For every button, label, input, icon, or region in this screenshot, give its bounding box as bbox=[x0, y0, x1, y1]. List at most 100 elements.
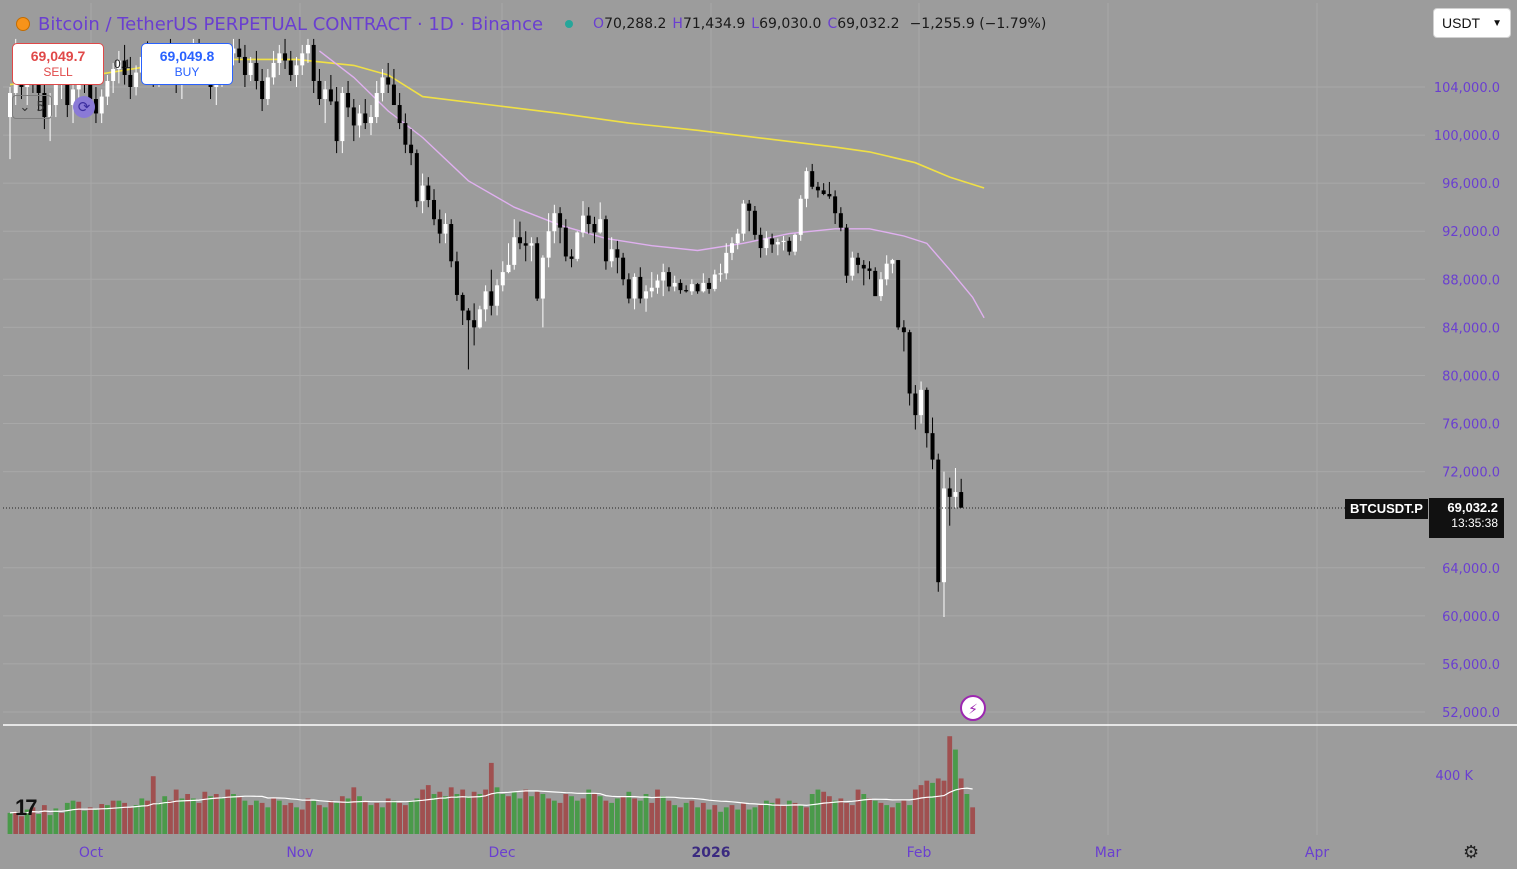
volume-bar bbox=[19, 816, 24, 834]
volume-bar bbox=[391, 800, 397, 834]
candle bbox=[300, 44, 305, 75]
currency-select[interactable]: USDT ▼ bbox=[1433, 8, 1511, 38]
volume-bar bbox=[815, 789, 821, 834]
ohlc-readout: O70,288.2 H71,434.9 L69,030.0 C69,032.2 … bbox=[593, 16, 1047, 32]
candle bbox=[552, 204, 557, 244]
volume-bar bbox=[385, 798, 391, 834]
refresh-icon[interactable]: ⟳ bbox=[73, 96, 95, 118]
volume-bar bbox=[477, 794, 483, 834]
time-axis[interactable]: Oct Nov Dec 2026 Feb Mar Apr bbox=[79, 845, 1329, 861]
volume-bar bbox=[47, 815, 53, 834]
volume-bar bbox=[872, 800, 878, 834]
volume-bar bbox=[276, 800, 282, 834]
candle bbox=[712, 269, 717, 292]
volume-bar bbox=[970, 807, 976, 834]
chart-header: Bitcoin / TetherUS PERPETUAL CONTRACT · … bbox=[16, 10, 1046, 38]
volume-bar bbox=[162, 796, 168, 834]
volume-bar bbox=[832, 800, 838, 834]
volume-bar bbox=[603, 800, 609, 834]
volume-bar bbox=[334, 802, 340, 834]
candle bbox=[609, 237, 614, 268]
volume-ma-line bbox=[9, 787, 973, 815]
sell-button[interactable]: 69,049.7 SELL bbox=[12, 43, 104, 85]
price-axis[interactable]: 104,000.0 100,000.0 96,000.0 92,000.0 88,000… bbox=[1434, 81, 1500, 784]
candle bbox=[128, 56, 133, 100]
candle bbox=[770, 233, 775, 253]
volume-bar bbox=[723, 807, 729, 834]
bar-countdown: 13:35:38 bbox=[1451, 516, 1498, 530]
volume-bar bbox=[70, 800, 76, 834]
candle bbox=[678, 279, 683, 294]
candle bbox=[764, 231, 769, 256]
candle bbox=[368, 105, 373, 136]
volume-bar bbox=[689, 800, 695, 834]
volume-bar bbox=[93, 809, 99, 834]
volume-bar bbox=[861, 794, 867, 834]
indicators-toggle[interactable]: ⌄ 5 bbox=[12, 95, 52, 119]
candle bbox=[122, 44, 127, 85]
candle bbox=[947, 477, 952, 526]
candle bbox=[340, 87, 345, 154]
volume-bar bbox=[569, 796, 574, 834]
volume-bar bbox=[643, 794, 649, 834]
candle bbox=[684, 285, 689, 293]
volume-bar bbox=[838, 798, 844, 834]
volume-bar bbox=[317, 805, 322, 834]
volume-bar bbox=[466, 796, 471, 834]
candle bbox=[242, 44, 247, 87]
volume-bar bbox=[443, 796, 448, 834]
candle bbox=[357, 105, 362, 138]
buy-price: 69,049.8 bbox=[159, 48, 215, 64]
candle bbox=[919, 381, 924, 424]
candle bbox=[815, 181, 820, 198]
candle bbox=[472, 303, 477, 346]
price-tick: 88,000.0 bbox=[1442, 273, 1500, 288]
candle bbox=[283, 38, 288, 69]
volume-bar bbox=[294, 807, 299, 834]
candle bbox=[707, 278, 712, 294]
volume-bar bbox=[557, 802, 563, 834]
volume-bar bbox=[907, 805, 913, 834]
candle bbox=[380, 68, 385, 102]
candle bbox=[798, 195, 803, 241]
volume-bar bbox=[918, 785, 924, 834]
volume-bar bbox=[202, 791, 208, 834]
volume-bar bbox=[729, 805, 735, 834]
volume-bar bbox=[769, 802, 775, 834]
volume-bar bbox=[483, 789, 488, 834]
ma-short-line bbox=[318, 50, 985, 319]
volume-bar bbox=[752, 807, 758, 834]
volume-bar bbox=[64, 802, 70, 834]
currency-value: USDT bbox=[1442, 15, 1481, 31]
volume-bar bbox=[844, 802, 849, 834]
volume-bar bbox=[408, 800, 414, 834]
volume-bar bbox=[265, 807, 271, 834]
candle bbox=[907, 329, 912, 406]
candle bbox=[810, 163, 815, 190]
volume-bar bbox=[150, 776, 156, 834]
volume-bar bbox=[282, 805, 288, 834]
candle bbox=[953, 468, 958, 508]
candle bbox=[134, 65, 139, 96]
candle bbox=[271, 50, 276, 85]
volume-bar bbox=[901, 800, 907, 834]
candle bbox=[432, 189, 437, 226]
candle bbox=[116, 50, 121, 84]
candle bbox=[873, 267, 878, 297]
volume-bar bbox=[804, 807, 809, 834]
gear-icon[interactable]: ⚙ bbox=[1463, 842, 1480, 863]
volume-bar bbox=[7, 812, 13, 834]
buy-button[interactable]: 69,049.8 BUY bbox=[141, 43, 233, 85]
lightning-icon[interactable]: ⚡ bbox=[960, 695, 986, 721]
candle bbox=[787, 237, 792, 256]
symbol-title[interactable]: Bitcoin / TetherUS PERPETUAL CONTRACT · … bbox=[38, 13, 544, 35]
candle bbox=[443, 213, 448, 244]
tradingview-logo-icon[interactable]: 17 bbox=[15, 795, 38, 820]
volume-bar bbox=[454, 794, 460, 834]
volume-bar bbox=[311, 800, 317, 834]
candle bbox=[735, 228, 740, 250]
candle bbox=[277, 44, 282, 75]
candle bbox=[523, 231, 528, 262]
volume-bar bbox=[758, 805, 764, 834]
